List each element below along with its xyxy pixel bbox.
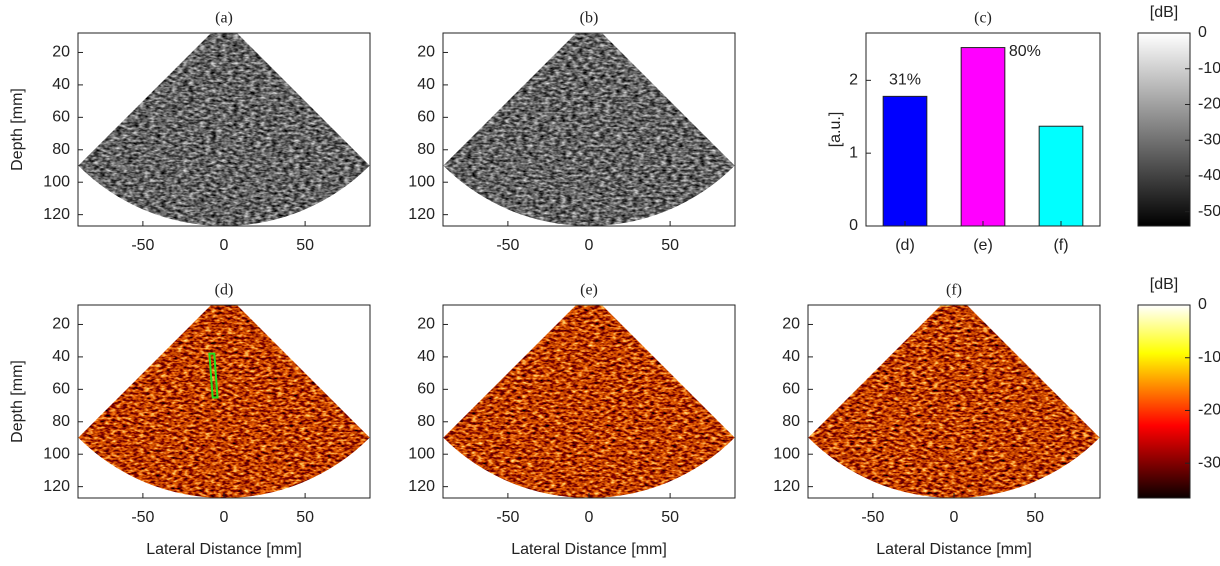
y-tick-label: 120 <box>43 206 70 223</box>
y-axis-label: Depth [mm] <box>9 360 26 443</box>
bar <box>960 47 1006 227</box>
x-tick-label: 50 <box>296 237 314 254</box>
y-tick-label: 40 <box>52 76 70 93</box>
y-tick-label: 100 <box>408 445 435 462</box>
y-tick-label: 20 <box>52 44 70 61</box>
ultrasound-image <box>443 305 735 498</box>
bar-annotation: 80% <box>1009 43 1041 60</box>
bar <box>882 95 928 227</box>
x-tick-label: 50 <box>296 509 314 526</box>
colorbar <box>1137 304 1191 499</box>
y-tick-label: 60 <box>52 381 70 398</box>
y-tick-label: 100 <box>408 173 435 190</box>
panel-title: (c) <box>974 10 992 27</box>
colorbar-tick-label: -40 <box>1198 167 1220 184</box>
x-tick-label: 0 <box>585 237 594 254</box>
y-tick-label: 1 <box>849 144 858 161</box>
y-tick-label: 40 <box>782 348 800 365</box>
x-axis-label: Lateral Distance [mm] <box>876 541 1032 558</box>
colorbar-tick-label: 0 <box>1198 296 1207 313</box>
x-tick-label: (e) <box>973 237 993 254</box>
colorbar-tick-label: 0 <box>1198 24 1207 41</box>
colorbar <box>1137 32 1191 227</box>
x-axis-label: Lateral Distance [mm] <box>511 541 667 558</box>
colorbar-label: [dB] <box>1150 276 1178 293</box>
y-tick-label: 40 <box>417 348 435 365</box>
x-tick-label: 0 <box>220 509 229 526</box>
y-tick-label: 20 <box>782 316 800 333</box>
y-tick-label: 0 <box>849 217 858 234</box>
speckle <box>443 33 735 226</box>
y-tick-label: 120 <box>43 478 70 495</box>
x-tick-label: -50 <box>496 237 519 254</box>
y-tick-label: 120 <box>408 206 435 223</box>
y-tick-label: 60 <box>417 381 435 398</box>
colorbar-tick-label: -50 <box>1198 203 1220 220</box>
colorbar-tick-label: -10 <box>1198 60 1220 77</box>
y-axis-label: [a.u.] <box>827 112 844 148</box>
ultrasound-image <box>808 305 1100 498</box>
roi-outline <box>208 352 219 399</box>
y-tick-label: 20 <box>52 316 70 333</box>
y-tick-label: 120 <box>773 478 800 495</box>
speckle <box>443 305 735 498</box>
y-tick-label: 20 <box>417 316 435 333</box>
bar <box>1038 125 1084 227</box>
speckle <box>78 33 370 226</box>
ultrasound-image <box>443 33 735 226</box>
panel-title: (b) <box>580 10 599 27</box>
x-axis-label: Lateral Distance [mm] <box>146 541 302 558</box>
y-tick-label: 2 <box>849 72 858 89</box>
panel-title: (e) <box>580 282 598 299</box>
x-tick-label: -50 <box>131 237 154 254</box>
x-tick-label: 0 <box>950 509 959 526</box>
y-tick-label: 80 <box>417 141 435 158</box>
x-tick-label: -50 <box>496 509 519 526</box>
panel-title: (f) <box>946 282 962 299</box>
colorbar-tick-label: -10 <box>1198 349 1220 366</box>
y-tick-label: 60 <box>417 109 435 126</box>
colorbar-label: [dB] <box>1150 4 1178 21</box>
y-tick-label: 100 <box>773 445 800 462</box>
y-tick-label: 100 <box>43 445 70 462</box>
y-tick-label: 120 <box>408 478 435 495</box>
panel-title: (d) <box>215 282 234 299</box>
y-tick-label: 100 <box>43 173 70 190</box>
panel-title: (a) <box>215 10 233 27</box>
y-tick-label: 40 <box>52 348 70 365</box>
colorbar-tick-label: -30 <box>1198 131 1220 148</box>
x-tick-label: (d) <box>895 237 915 254</box>
colorbar-tick-label: -20 <box>1198 96 1220 113</box>
colorbar-tick-label: -30 <box>1198 454 1220 471</box>
x-tick-label: 0 <box>220 237 229 254</box>
y-tick-label: 80 <box>52 413 70 430</box>
x-tick-label: 50 <box>661 509 679 526</box>
y-tick-label: 80 <box>52 141 70 158</box>
x-tick-label: 50 <box>661 237 679 254</box>
x-tick-label: 50 <box>1026 509 1044 526</box>
y-tick-label: 80 <box>782 413 800 430</box>
ultrasound-image <box>78 33 370 226</box>
y-tick-label: 60 <box>782 381 800 398</box>
speckle <box>78 305 370 498</box>
ultrasound-image <box>78 305 370 498</box>
x-tick-label: 0 <box>585 509 594 526</box>
y-tick-label: 40 <box>417 76 435 93</box>
y-axis-label: Depth [mm] <box>9 88 26 171</box>
y-tick-label: 20 <box>417 44 435 61</box>
x-tick-label: (f) <box>1053 237 1068 254</box>
colorbar-tick-label: -20 <box>1198 402 1220 419</box>
y-tick-label: 60 <box>52 109 70 126</box>
speckle <box>808 305 1100 498</box>
x-tick-label: -50 <box>861 509 884 526</box>
y-tick-label: 80 <box>417 413 435 430</box>
bar-annotation: 31% <box>889 72 921 89</box>
x-tick-label: -50 <box>131 509 154 526</box>
